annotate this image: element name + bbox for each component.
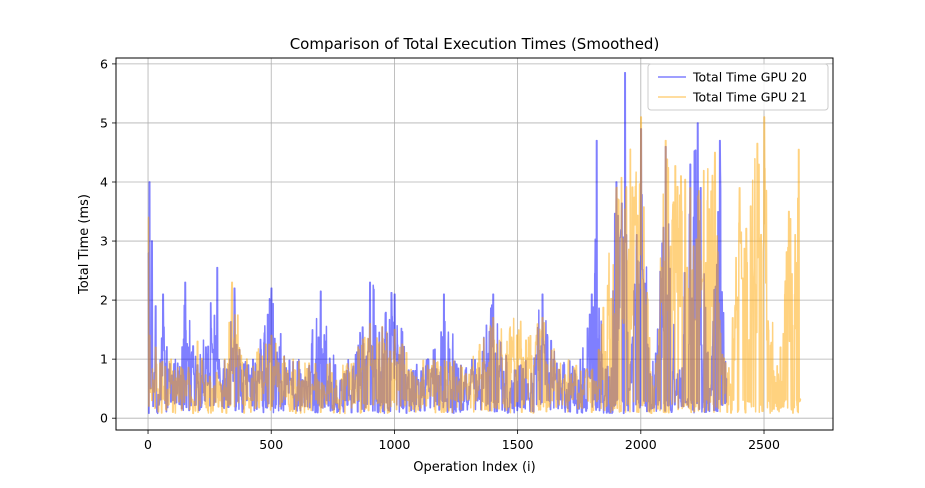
y-tick-label: 5: [100, 115, 108, 130]
legend-label-2: Total Time GPU 21: [692, 90, 807, 105]
series-layer: [147, 72, 802, 415]
chart-title: Comparison of Total Execution Times (Smo…: [290, 35, 660, 53]
y-axis-label: Total Time (ms): [77, 194, 92, 295]
x-tick-label: 1000: [379, 437, 411, 452]
legend-label-1: Total Time GPU 20: [692, 70, 807, 85]
x-tick-label: 0: [144, 437, 152, 452]
axis-ticks: 0 500 1000 1500 2000 2500 0 1 2 3 4 5 6: [100, 56, 780, 452]
y-tick-label: 4: [100, 175, 108, 190]
y-tick-label: 2: [100, 293, 108, 308]
x-tick-label: 2500: [748, 437, 780, 452]
y-tick-label: 3: [100, 234, 108, 249]
plot-frame: [115, 57, 834, 431]
series-line-2: [147, 116, 802, 415]
legend-box: [647, 63, 829, 111]
x-tick-label: 500: [259, 437, 283, 452]
legend: Total Time GPU 20 Total Time GPU 21: [647, 63, 829, 111]
x-tick-label: 2000: [625, 437, 657, 452]
y-tick-label: 1: [100, 352, 108, 367]
y-tick-label: 6: [100, 56, 108, 71]
x-axis-label: Operation Index (i): [413, 460, 536, 475]
y-tick-label: 0: [100, 411, 108, 426]
x-tick-label: 1500: [502, 437, 534, 452]
